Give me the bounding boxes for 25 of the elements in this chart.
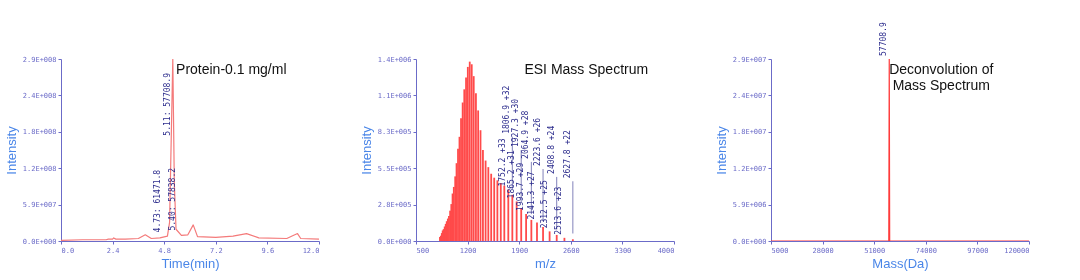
annotation: 2627.8 +22 — [562, 129, 572, 179]
annotation: 2312.5 +25 — [539, 180, 549, 229]
annotation: 2141.3 +27 — [526, 171, 536, 220]
y-axis-title: Intensity — [3, 125, 19, 175]
annotation: 4.73: 61471.8 — [152, 169, 162, 233]
annotation: 1993.7 +29 — [516, 162, 526, 211]
annotation: 1806.9 +32 — [502, 85, 512, 134]
annotation: 1752.2 +33 — [498, 138, 508, 187]
annotation: 1927.3 +30 — [511, 98, 521, 148]
x-axis-title: Mass(Da) — [872, 255, 929, 271]
annotation: 5.40: 57838.2 — [168, 167, 178, 231]
annotation: 2064.9 +28 — [521, 110, 531, 159]
annotation: 2513.6 +23 — [554, 186, 564, 235]
annotation: 2408.8 +24 — [546, 125, 556, 174]
annotation: 5.11: 57708.9 — [162, 72, 172, 136]
annotation: 57708.9 — [879, 22, 889, 56]
y-axis-title: Intensity — [358, 125, 374, 175]
chart-title: Protein-0.1 mg/ml — [176, 61, 287, 77]
y-axis-title: Intensity — [713, 125, 729, 175]
chart-title: ESI Mass Spectrum — [524, 61, 649, 77]
text: Deconvolution of Mass Spectrum — [889, 61, 994, 93]
x-axis-title: Time(min) — [161, 255, 220, 271]
annotation: 2223.6 +26 — [533, 117, 543, 167]
x-axis-title: m/z — [535, 255, 556, 271]
annotation: 1865.2 +31 — [506, 150, 516, 199]
